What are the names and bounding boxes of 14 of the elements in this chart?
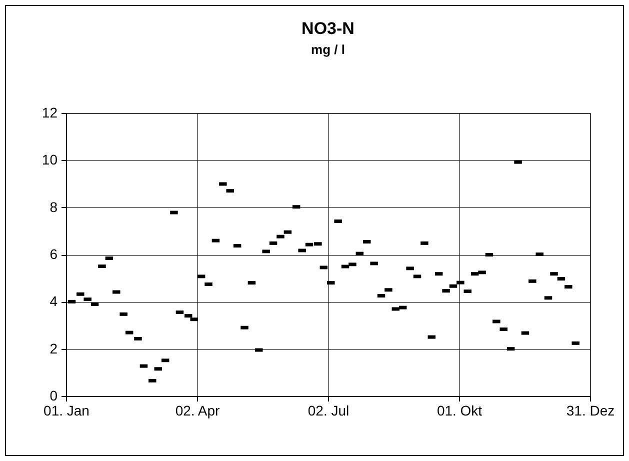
y-tick-label: 12 xyxy=(42,104,58,120)
x-tick-label: 31. Dez xyxy=(566,402,615,418)
y-tick-label: 8 xyxy=(50,198,58,215)
y-tick-label: 10 xyxy=(42,152,58,168)
y-tick-label: 2 xyxy=(50,340,58,356)
y-tick-label: 6 xyxy=(50,246,58,262)
x-tick-label: 01. Jan xyxy=(44,402,90,418)
chart-subtitle: mg / l xyxy=(311,42,345,57)
x-tick-label: 02. Jul xyxy=(308,402,350,418)
x-tick-label: 02. Apr xyxy=(175,402,220,418)
x-tick-label: 01. Okt xyxy=(436,402,482,418)
y-tick-label: 4 xyxy=(50,293,58,310)
chart-title: NO3-N xyxy=(302,19,354,38)
y-tick-label: 0 xyxy=(50,388,58,404)
